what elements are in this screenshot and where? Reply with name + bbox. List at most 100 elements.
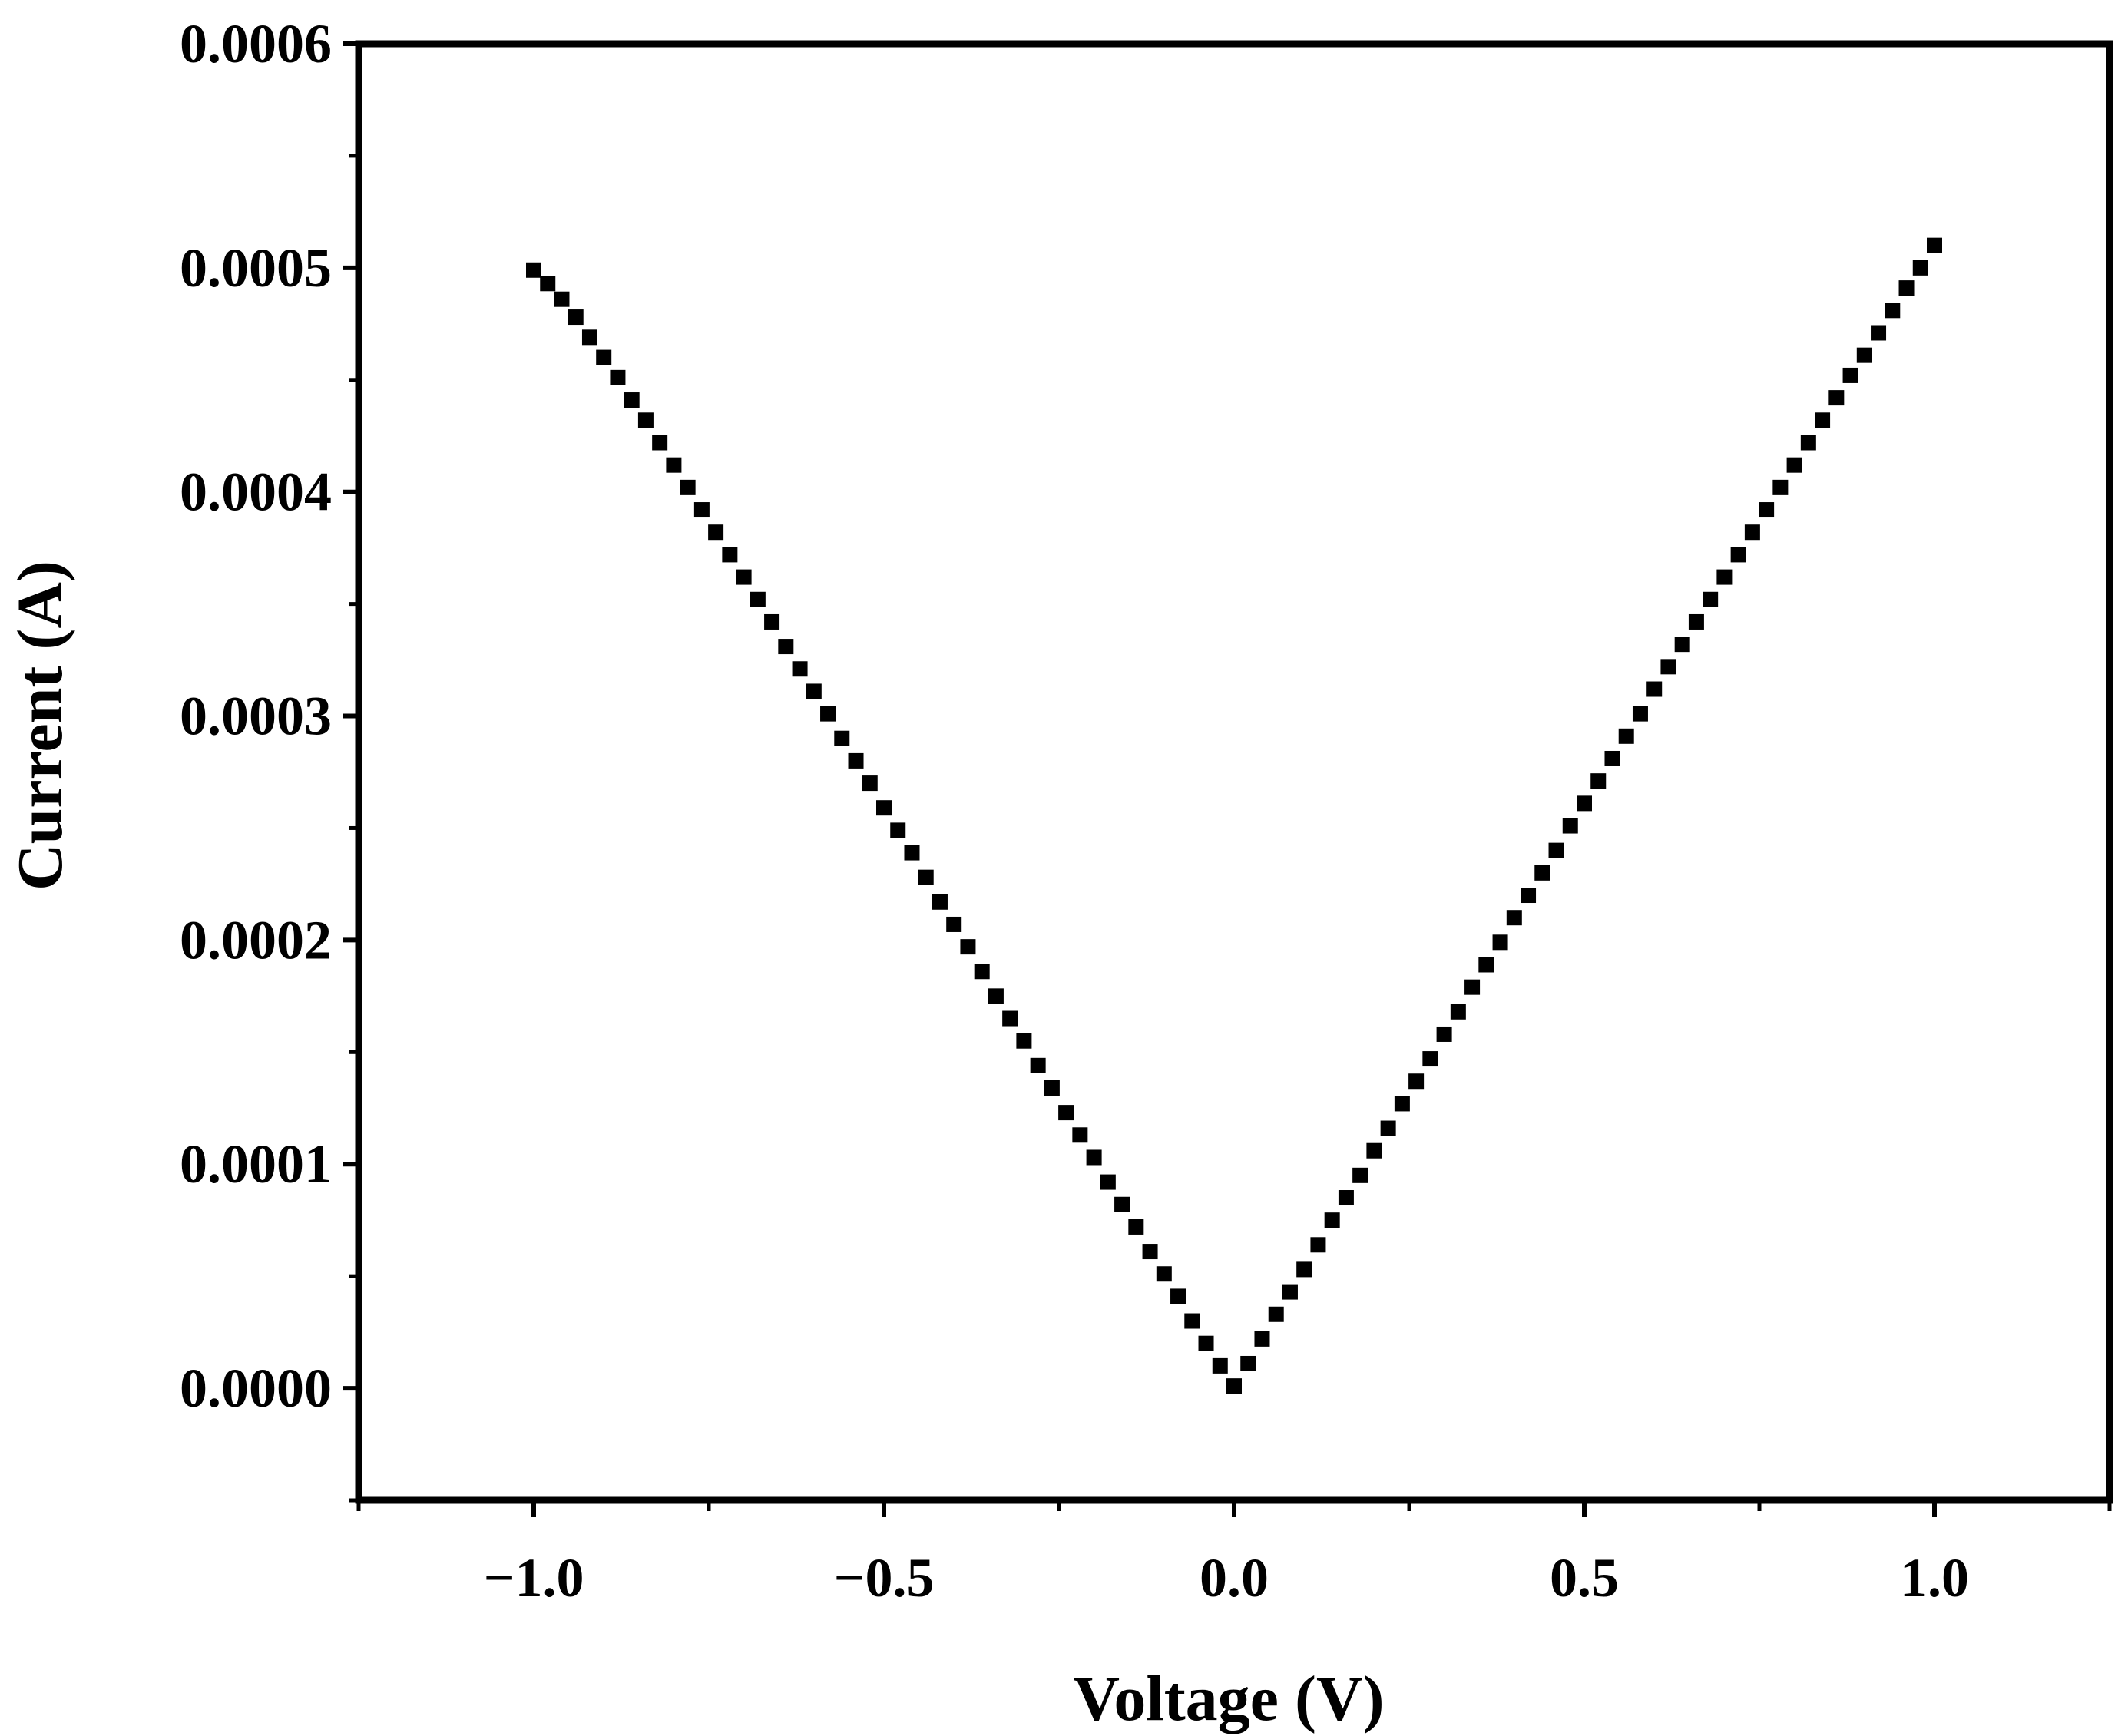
data-point (1226, 1378, 1242, 1394)
data-point (1604, 750, 1620, 766)
data-point (693, 502, 710, 518)
data-point (918, 869, 934, 885)
data-point (1688, 613, 1704, 630)
data-point (581, 329, 597, 346)
x-tick-label: −1.0 (483, 1547, 584, 1609)
data-point (1296, 1261, 1312, 1278)
data-point (1716, 569, 1733, 585)
data-point (554, 291, 570, 307)
data-point (1871, 325, 1887, 341)
data-point (708, 524, 724, 541)
data-point (1548, 842, 1564, 858)
data-point (1464, 979, 1481, 995)
y-tick-label: 0.0004 (180, 461, 332, 523)
data-point (1815, 412, 1831, 428)
data-point (1156, 1266, 1172, 1282)
data-point (568, 309, 584, 326)
data-point (1086, 1149, 1102, 1166)
x-axis-ticks: −1.0 −0.5 0.0 0.5 1.0 (356, 1500, 2112, 1609)
x-tick-label: 0.0 (1200, 1547, 1269, 1609)
data-point (764, 613, 780, 630)
data-point (904, 845, 920, 861)
data-point (666, 457, 682, 473)
y-tick-label: 0.0006 (180, 13, 332, 74)
data-point (1577, 795, 1592, 812)
data-point (1310, 1237, 1326, 1253)
data-point (1492, 934, 1508, 951)
data-point (1212, 1357, 1228, 1374)
data-point (1170, 1288, 1186, 1304)
data-point (1408, 1073, 1425, 1090)
data-point (806, 683, 822, 699)
data-point (1324, 1212, 1340, 1228)
data-point (946, 916, 962, 932)
data-point (1660, 659, 1676, 675)
data-point (1534, 865, 1550, 881)
data-point (1254, 1331, 1270, 1347)
data-point (1703, 591, 1719, 607)
x-tick-label: 0.5 (1550, 1547, 1619, 1609)
data-markers (526, 237, 1942, 1394)
y-tick-label: 0.0000 (180, 1357, 332, 1419)
data-point (1562, 818, 1578, 834)
data-point (1184, 1313, 1200, 1329)
data-point (1436, 1026, 1452, 1042)
data-point (932, 894, 948, 910)
data-point (610, 369, 626, 385)
data-point (1759, 502, 1775, 518)
x-axis-label: Voltage (V) (1073, 1663, 1384, 1734)
data-point (974, 964, 990, 980)
data-point (1142, 1244, 1158, 1260)
data-point (1828, 390, 1845, 406)
data-point (1268, 1306, 1284, 1322)
data-point (1927, 237, 1942, 253)
data-point (1352, 1167, 1368, 1183)
data-point (1744, 524, 1760, 541)
data-point (750, 591, 766, 607)
y-tick-label: 0.0003 (180, 686, 332, 747)
data-point (1044, 1080, 1060, 1096)
data-point (890, 822, 906, 838)
data-point (1100, 1174, 1116, 1190)
data-point (1002, 1010, 1018, 1027)
data-point (652, 435, 668, 451)
data-point (1898, 280, 1915, 296)
y-axis-label: Current (A) (5, 560, 76, 891)
data-point (1912, 260, 1928, 276)
data-point (1885, 303, 1901, 319)
data-point (1114, 1196, 1130, 1212)
x-tick-label: −0.5 (833, 1547, 934, 1609)
data-point (1240, 1355, 1256, 1371)
data-point (1590, 773, 1607, 789)
data-point (1632, 706, 1648, 722)
data-point (722, 547, 738, 563)
data-point (960, 939, 976, 955)
data-point (637, 412, 654, 428)
data-point (1128, 1219, 1144, 1235)
data-point (1856, 347, 1872, 363)
data-point (624, 392, 640, 408)
data-point (1380, 1120, 1396, 1136)
data-point (596, 349, 612, 365)
data-point (526, 262, 541, 278)
data-point (1800, 435, 1816, 451)
data-point (778, 639, 794, 655)
data-point (988, 988, 1004, 1004)
data-point (848, 752, 864, 769)
x-tick-label: 1.0 (1900, 1547, 1969, 1609)
y-axis-ticks: 0.0000 0.0001 0.0002 0.0003 0.0004 0.0005 0.00… (180, 13, 359, 1503)
data-point (1646, 681, 1663, 697)
data-point (1030, 1057, 1046, 1073)
data-point (1842, 367, 1858, 383)
data-point (1521, 888, 1537, 904)
data-point (1366, 1142, 1382, 1159)
data-point (1282, 1284, 1298, 1300)
data-point (1394, 1096, 1410, 1112)
data-point (1072, 1127, 1088, 1143)
data-point (736, 569, 752, 585)
y-tick-label: 0.0002 (180, 909, 332, 971)
data-point (1618, 728, 1634, 744)
data-point (1506, 910, 1522, 926)
